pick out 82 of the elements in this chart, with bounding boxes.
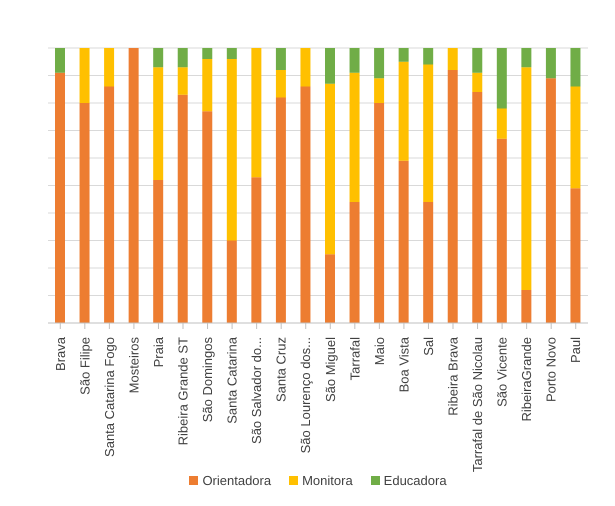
bar — [398, 62, 409, 161]
bar — [398, 160, 409, 323]
bar — [496, 48, 507, 108]
x-tick-label: São Miguel — [322, 336, 338, 402]
x-tick-label: Mosteiros — [126, 336, 142, 394]
bar — [496, 108, 507, 139]
bar — [226, 240, 237, 323]
bar — [55, 72, 65, 323]
bar — [374, 48, 384, 78]
legend-label: Educadora — [384, 473, 447, 488]
bar — [472, 92, 482, 323]
x-tick-label: Santa Catarina — [224, 336, 240, 424]
x-tick-label: São Domingos — [200, 336, 216, 422]
bar — [521, 67, 532, 290]
bar — [104, 48, 114, 86]
bar — [325, 254, 335, 323]
bar — [350, 48, 360, 73]
x-tick-label: Porto Novo — [544, 337, 559, 402]
bar — [104, 86, 114, 323]
bar — [276, 48, 286, 70]
bar — [226, 59, 237, 240]
bar — [55, 48, 65, 73]
bar — [153, 180, 164, 323]
bar — [80, 103, 90, 323]
bar — [448, 48, 458, 70]
bar — [521, 48, 532, 68]
x-tick-label: São Vicente — [494, 337, 510, 407]
bar — [226, 48, 237, 59]
bar — [546, 78, 556, 323]
bar — [472, 72, 482, 92]
x-tick-label: Maio — [372, 337, 387, 366]
x-tick-label: Praia — [150, 336, 166, 368]
x-tick-label: Sal — [420, 336, 436, 356]
bar — [374, 78, 384, 103]
bar — [300, 48, 310, 86]
bar — [423, 64, 434, 202]
bar — [423, 48, 434, 64]
bar — [570, 48, 580, 86]
x-tick-label: Santa Catarina Fogo — [102, 337, 117, 457]
bar — [448, 70, 458, 323]
bar — [153, 67, 164, 180]
x-tick-label: Tarrafal — [347, 336, 362, 380]
x-tick-label: Paul — [568, 336, 584, 364]
bar — [472, 48, 482, 73]
bar — [374, 103, 384, 323]
bar — [80, 48, 90, 103]
bar — [128, 48, 139, 323]
bar — [546, 48, 556, 78]
bar — [570, 188, 580, 323]
bar — [202, 48, 212, 59]
bar — [202, 59, 212, 112]
x-tick-label: Boa Vista — [396, 336, 412, 392]
bar — [350, 72, 360, 202]
bar — [202, 111, 212, 323]
bar — [276, 98, 286, 323]
bar — [521, 290, 532, 323]
legend-label: Monitora — [302, 473, 353, 488]
x-tick-label: Santa Cruz — [274, 337, 289, 402]
bar — [325, 84, 335, 254]
bar — [178, 48, 188, 68]
bar — [178, 67, 188, 95]
x-tick-label: Ribeira Grande ST — [176, 336, 190, 446]
x-tick-label: Tarrafal de São Nicolau — [470, 337, 486, 472]
bar — [398, 48, 409, 62]
x-tick-label: Brava — [52, 336, 68, 371]
x-tick-label: Ribeira Brava — [446, 336, 460, 416]
bar — [178, 94, 188, 323]
x-tick-label: RibeiraGrande — [519, 337, 534, 422]
bar — [423, 202, 434, 323]
x-tick-label: São Filipe — [77, 337, 92, 395]
bar — [325, 48, 335, 84]
legend-label: Orientadora — [202, 473, 272, 488]
x-tick-label: São Salvador do... — [249, 337, 264, 444]
bar — [153, 48, 164, 68]
x-tick-label: São Lourenço dos... — [298, 337, 314, 454]
bar — [251, 48, 262, 178]
bar — [300, 86, 310, 323]
bar — [276, 70, 286, 98]
bar — [251, 177, 262, 323]
bar — [350, 202, 360, 323]
bar — [496, 138, 507, 323]
bar — [570, 86, 580, 188]
